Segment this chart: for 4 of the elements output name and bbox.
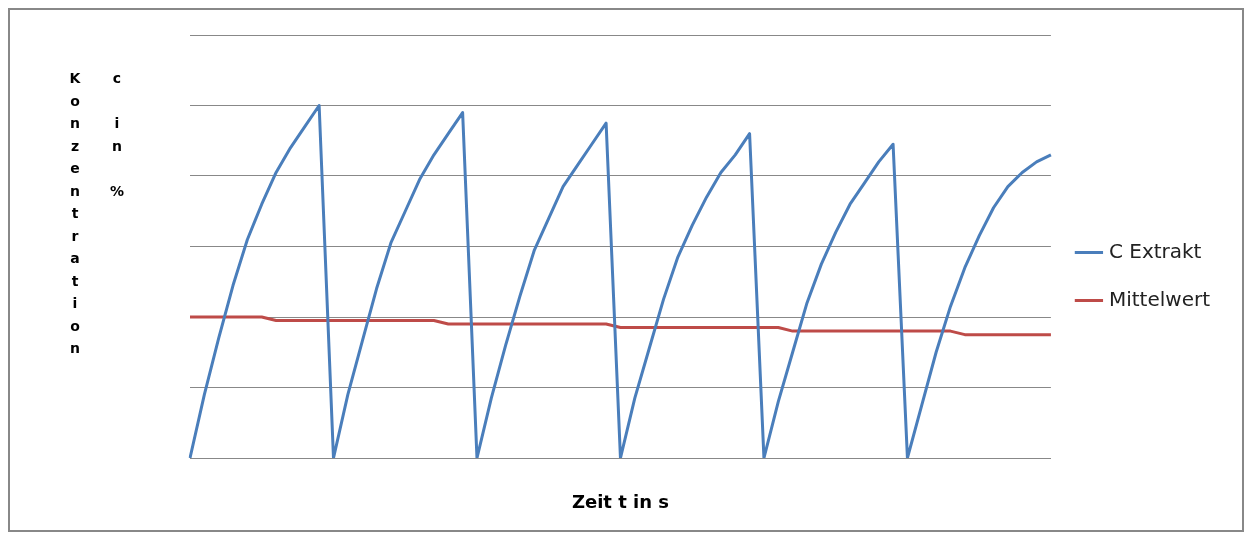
- legend-label: Mittelwert: [1108, 286, 1211, 311]
- x-axis-title: Zeit t in s: [571, 490, 670, 512]
- legend-label: C Extrakt: [1108, 238, 1202, 263]
- text: Konzentration c in %: [67, 70, 125, 363]
